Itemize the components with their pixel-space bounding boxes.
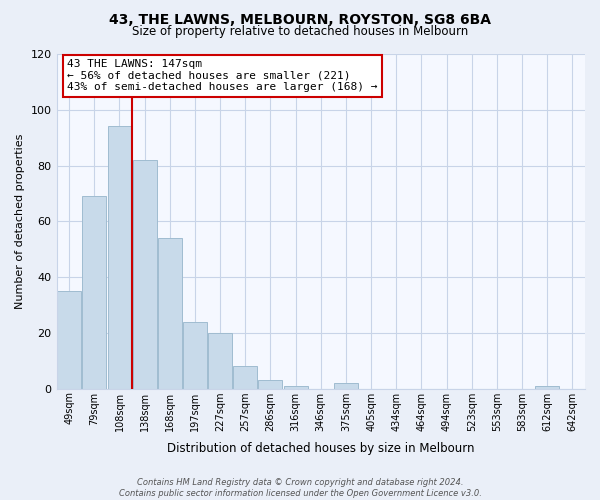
Text: Contains HM Land Registry data © Crown copyright and database right 2024.
Contai: Contains HM Land Registry data © Crown c… — [119, 478, 481, 498]
X-axis label: Distribution of detached houses by size in Melbourn: Distribution of detached houses by size … — [167, 442, 475, 455]
Bar — [208, 333, 232, 388]
Bar — [82, 196, 106, 388]
Bar — [107, 126, 131, 388]
Bar — [57, 291, 81, 388]
Bar — [259, 380, 283, 388]
Text: 43 THE LAWNS: 147sqm
← 56% of detached houses are smaller (221)
43% of semi-deta: 43 THE LAWNS: 147sqm ← 56% of detached h… — [67, 59, 377, 92]
Bar — [233, 366, 257, 388]
Bar — [284, 386, 308, 388]
Y-axis label: Number of detached properties: Number of detached properties — [15, 134, 25, 309]
Text: 43, THE LAWNS, MELBOURN, ROYSTON, SG8 6BA: 43, THE LAWNS, MELBOURN, ROYSTON, SG8 6B… — [109, 12, 491, 26]
Bar — [334, 383, 358, 388]
Bar — [158, 238, 182, 388]
Text: Size of property relative to detached houses in Melbourn: Size of property relative to detached ho… — [132, 25, 468, 38]
Bar — [183, 322, 207, 388]
Bar — [133, 160, 157, 388]
Bar — [535, 386, 559, 388]
